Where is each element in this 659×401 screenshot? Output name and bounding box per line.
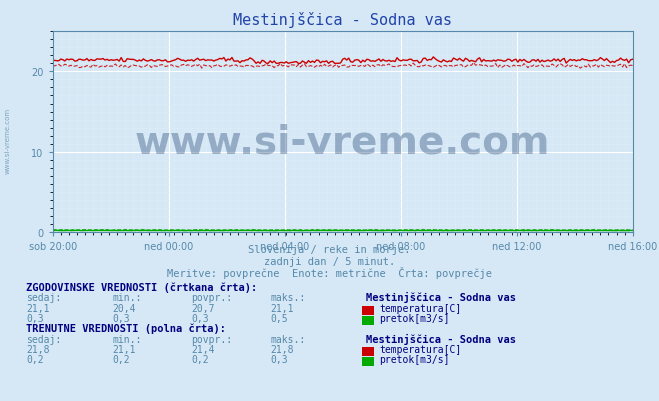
Text: ZGODOVINSKE VREDNOSTI (črtkana črta):: ZGODOVINSKE VREDNOSTI (črtkana črta):: [26, 282, 258, 293]
Text: 21,1: 21,1: [112, 344, 136, 354]
Text: 0,5: 0,5: [270, 313, 288, 323]
Text: 21,4: 21,4: [191, 344, 215, 354]
Text: zadnji dan / 5 minut.: zadnji dan / 5 minut.: [264, 257, 395, 267]
Text: sedaj:: sedaj:: [26, 334, 61, 344]
Text: maks.:: maks.:: [270, 334, 305, 344]
Text: min.:: min.:: [112, 334, 142, 344]
Text: 0,2: 0,2: [26, 354, 44, 364]
Text: 20,7: 20,7: [191, 303, 215, 313]
Text: 0,3: 0,3: [270, 354, 288, 364]
Text: 0,3: 0,3: [26, 313, 44, 323]
Text: TRENUTNE VREDNOSTI (polna črta):: TRENUTNE VREDNOSTI (polna črta):: [26, 323, 226, 334]
Text: Meritve: povprečne  Enote: metrične  Črta: povprečje: Meritve: povprečne Enote: metrične Črta:…: [167, 267, 492, 279]
Text: 21,1: 21,1: [26, 303, 50, 313]
Text: sedaj:: sedaj:: [26, 293, 61, 303]
Text: 20,4: 20,4: [112, 303, 136, 313]
Text: 21,8: 21,8: [26, 344, 50, 354]
Text: Mestinjščica - Sodna vas: Mestinjščica - Sodna vas: [366, 333, 516, 344]
Text: pretok[m3/s]: pretok[m3/s]: [379, 354, 449, 364]
Text: www.si-vreme.com: www.si-vreme.com: [5, 107, 11, 173]
Text: pretok[m3/s]: pretok[m3/s]: [379, 313, 449, 323]
Title: Mestinjščica - Sodna vas: Mestinjščica - Sodna vas: [233, 12, 452, 28]
Text: Slovenija / reke in morje.: Slovenija / reke in morje.: [248, 245, 411, 255]
Text: 0,3: 0,3: [191, 313, 209, 323]
Text: min.:: min.:: [112, 293, 142, 303]
Text: 21,8: 21,8: [270, 344, 294, 354]
Text: 0,2: 0,2: [191, 354, 209, 364]
Text: 0,2: 0,2: [112, 354, 130, 364]
Text: povpr.:: povpr.:: [191, 293, 232, 303]
Text: Mestinjščica - Sodna vas: Mestinjščica - Sodna vas: [366, 292, 516, 303]
Text: temperatura[C]: temperatura[C]: [379, 344, 461, 354]
Text: maks.:: maks.:: [270, 293, 305, 303]
Text: povpr.:: povpr.:: [191, 334, 232, 344]
Text: www.si-vreme.com: www.si-vreme.com: [135, 124, 550, 161]
Text: temperatura[C]: temperatura[C]: [379, 303, 461, 313]
Text: 0,3: 0,3: [112, 313, 130, 323]
Text: 21,1: 21,1: [270, 303, 294, 313]
